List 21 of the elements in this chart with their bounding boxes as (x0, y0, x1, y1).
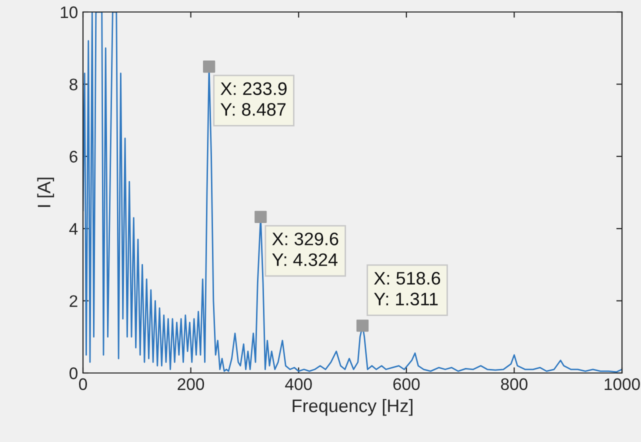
line-series (83, 12, 622, 373)
y-tick-label: 8 (70, 78, 78, 90)
y-tick-label: 10 (60, 6, 78, 18)
x-tick-label: 0 (79, 378, 87, 390)
y-tick-label: 0 (70, 367, 78, 380)
x-tick-label: 800 (501, 378, 528, 390)
x-tick-label: 200 (178, 378, 204, 390)
point (203, 60, 216, 73)
annotation: X: 233.9 Y: 8.487 (220, 82, 287, 116)
x-axis-title: Frequency [Hz] (292, 398, 412, 416)
point (254, 210, 267, 223)
annotation: X: 518.6 Y: 1.311 (374, 272, 440, 306)
x-tick-label: 1000 (604, 378, 640, 390)
y-axis-title: I [A] (37, 178, 54, 207)
x-tick-label: 600 (393, 378, 420, 390)
x-tick-label: 400 (285, 378, 312, 390)
y-tick-label: 4 (69, 223, 78, 235)
annotation: X: 329.6 Y: 4.324 (272, 232, 338, 266)
y-tick-label: 6 (70, 150, 78, 163)
y-tick-label: 2 (70, 295, 78, 307)
point (356, 320, 369, 332)
